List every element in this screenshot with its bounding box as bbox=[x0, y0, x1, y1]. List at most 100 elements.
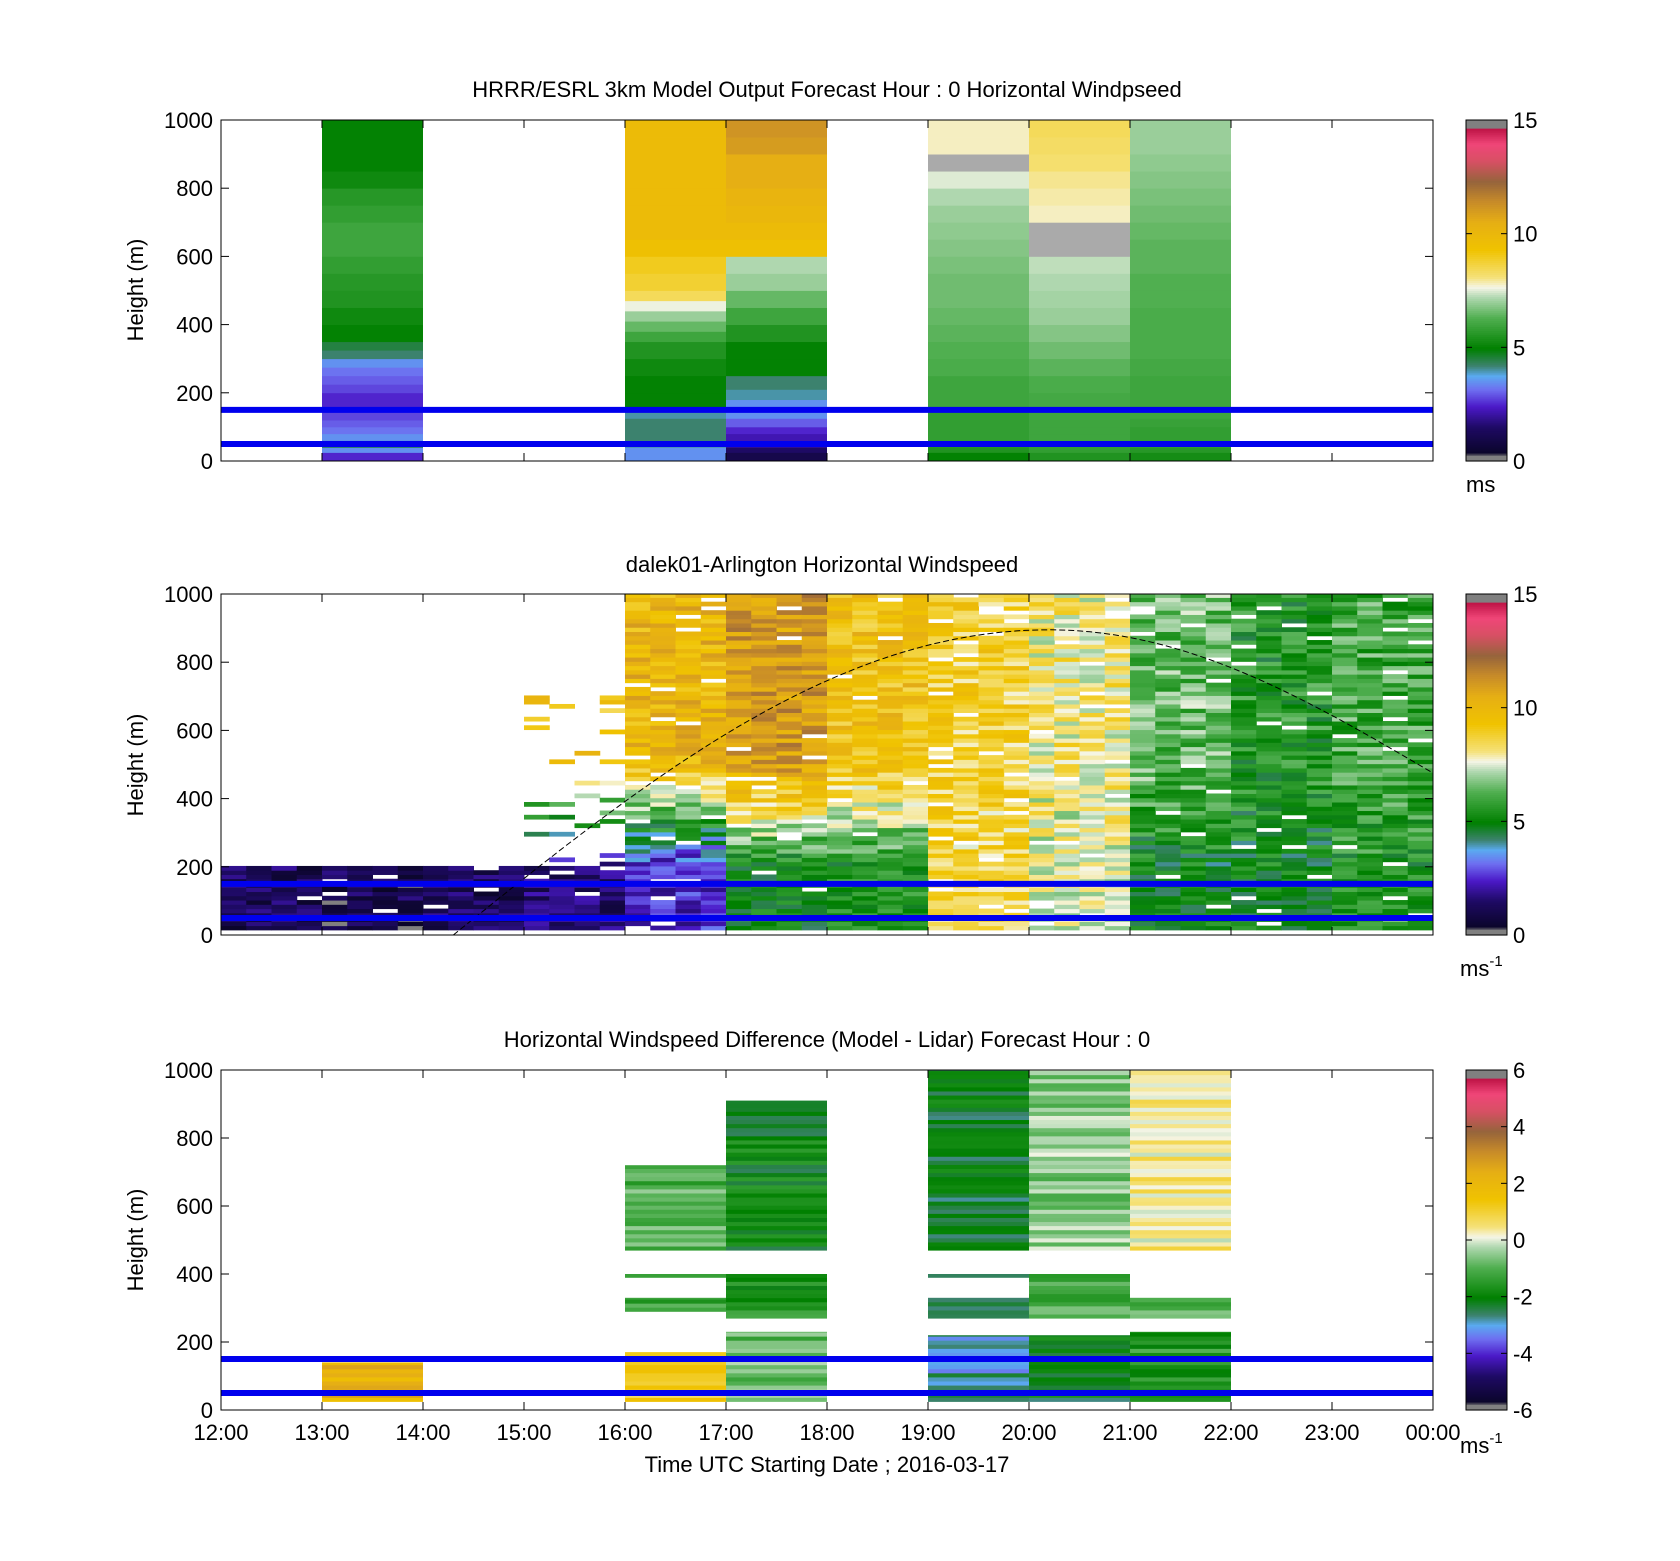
colorbar-band bbox=[1466, 680, 1507, 683]
difference-cell bbox=[1130, 1360, 1231, 1366]
lidar-cell bbox=[1155, 767, 1181, 773]
colorbar-band bbox=[1466, 120, 1507, 123]
lidar-cell bbox=[978, 733, 1005, 739]
lidar-cell bbox=[700, 904, 727, 910]
colorbar-band bbox=[1466, 448, 1507, 452]
difference-cell bbox=[1029, 1372, 1130, 1378]
panel-lidar-title: dalek01-Arlington Horizontal Windspeed bbox=[626, 552, 1019, 577]
lidar-cell bbox=[827, 861, 853, 867]
lidar-cell bbox=[1407, 622, 1433, 628]
lidar-cell bbox=[953, 887, 979, 893]
lidar-cell bbox=[1382, 865, 1409, 871]
difference-cell bbox=[1130, 1201, 1231, 1206]
model-cell bbox=[1029, 273, 1130, 291]
lidar-cell bbox=[700, 772, 727, 777]
lidar-cell bbox=[574, 750, 601, 756]
colorbar-band bbox=[1466, 264, 1507, 268]
panel-model-title: HRRR/ESRL 3km Model Output Forecast Hour… bbox=[472, 77, 1182, 102]
lidar-cell bbox=[1079, 904, 1106, 910]
lidar-cell bbox=[246, 900, 272, 905]
lidar-cell bbox=[625, 891, 651, 897]
difference-cell bbox=[726, 1127, 827, 1133]
lidar-cell bbox=[953, 780, 979, 786]
difference-cell bbox=[1130, 1332, 1231, 1337]
lidar-cell bbox=[1306, 870, 1333, 875]
colorbar-band bbox=[1466, 122, 1507, 125]
colorbar-band bbox=[1466, 1334, 1507, 1337]
panel-difference-reflines bbox=[221, 1356, 1433, 1396]
lidar-cell bbox=[650, 908, 676, 914]
difference-cell bbox=[1130, 1348, 1231, 1353]
lidar-cell bbox=[1104, 925, 1131, 931]
lidar-cell bbox=[726, 767, 752, 773]
lidar-cell bbox=[726, 708, 752, 713]
lidar-cell bbox=[1407, 925, 1433, 931]
lidar-cell bbox=[852, 725, 878, 731]
lidar-cell bbox=[751, 661, 777, 667]
colorbar-band bbox=[1466, 150, 1507, 153]
lidar-cell bbox=[1079, 763, 1106, 769]
lidar-cell bbox=[1003, 601, 1030, 607]
lidar-cell bbox=[1029, 597, 1055, 603]
lidar-cell bbox=[1180, 618, 1207, 624]
lidar-cell bbox=[1382, 635, 1409, 641]
colorbar-band bbox=[1466, 1284, 1507, 1287]
lidar-cell bbox=[1029, 836, 1055, 841]
lidar-cell bbox=[953, 836, 979, 841]
lidar-cell bbox=[978, 900, 1005, 905]
lidar-cell bbox=[1231, 865, 1257, 871]
lidar-cell bbox=[1104, 904, 1131, 910]
lidar-cell bbox=[978, 810, 1005, 816]
lidar-cell bbox=[1382, 742, 1409, 748]
lidar-cell bbox=[524, 716, 550, 722]
colorbar-band bbox=[1466, 1314, 1507, 1317]
model-cell bbox=[1029, 409, 1130, 419]
lidar-cell bbox=[1054, 763, 1080, 769]
colorbar-band bbox=[1466, 1070, 1507, 1073]
lidar-cell bbox=[1130, 784, 1156, 790]
lidar-cell bbox=[1231, 827, 1257, 833]
lidar-cell bbox=[650, 814, 676, 820]
lidar-cell bbox=[1155, 652, 1181, 658]
colorbar-band bbox=[1466, 690, 1507, 693]
model-cell bbox=[625, 392, 726, 411]
lidar-cell bbox=[700, 665, 727, 671]
lidar-cell bbox=[1231, 921, 1257, 927]
lidar-cell bbox=[1332, 767, 1358, 773]
lidar-cell bbox=[928, 597, 954, 603]
lidar-cell bbox=[953, 908, 979, 914]
lidar-cell bbox=[852, 652, 878, 658]
colorbar-band bbox=[1466, 1102, 1507, 1105]
lidar-cell bbox=[827, 874, 853, 880]
lidar-cell bbox=[1155, 750, 1181, 756]
lidar-cell bbox=[978, 657, 1005, 662]
difference-cell bbox=[1029, 1197, 1130, 1202]
lidar-cell bbox=[1357, 733, 1383, 739]
colorbar-band bbox=[1466, 398, 1507, 402]
lidar-cell bbox=[1029, 759, 1055, 765]
lidar-cell bbox=[953, 831, 979, 837]
lidar-cell bbox=[1104, 789, 1131, 794]
colorbar-tick-label: 0 bbox=[1513, 449, 1525, 474]
lidar-cell bbox=[1332, 614, 1358, 620]
colorbar-band bbox=[1466, 188, 1507, 191]
lidar-cell bbox=[978, 699, 1005, 705]
lidar-cell bbox=[675, 708, 702, 713]
lidar-cell bbox=[902, 618, 929, 624]
lidar-cell bbox=[776, 746, 803, 752]
model-cell bbox=[928, 307, 1029, 325]
lidar-cell bbox=[726, 712, 752, 718]
model-cell bbox=[322, 222, 423, 240]
model-cell bbox=[1130, 273, 1231, 291]
lidar-cell bbox=[801, 797, 828, 803]
lidar-cell bbox=[852, 601, 878, 607]
lidar-cell bbox=[1281, 652, 1308, 658]
lidar-cell bbox=[650, 844, 676, 850]
lidar-cell bbox=[751, 652, 777, 658]
difference-cell bbox=[726, 1293, 827, 1299]
lidar-cell bbox=[700, 853, 727, 858]
difference-cell bbox=[928, 1336, 1029, 1341]
colorbar-band bbox=[1466, 630, 1507, 633]
lidar-cell bbox=[625, 904, 651, 910]
lidar-cell bbox=[877, 657, 904, 662]
